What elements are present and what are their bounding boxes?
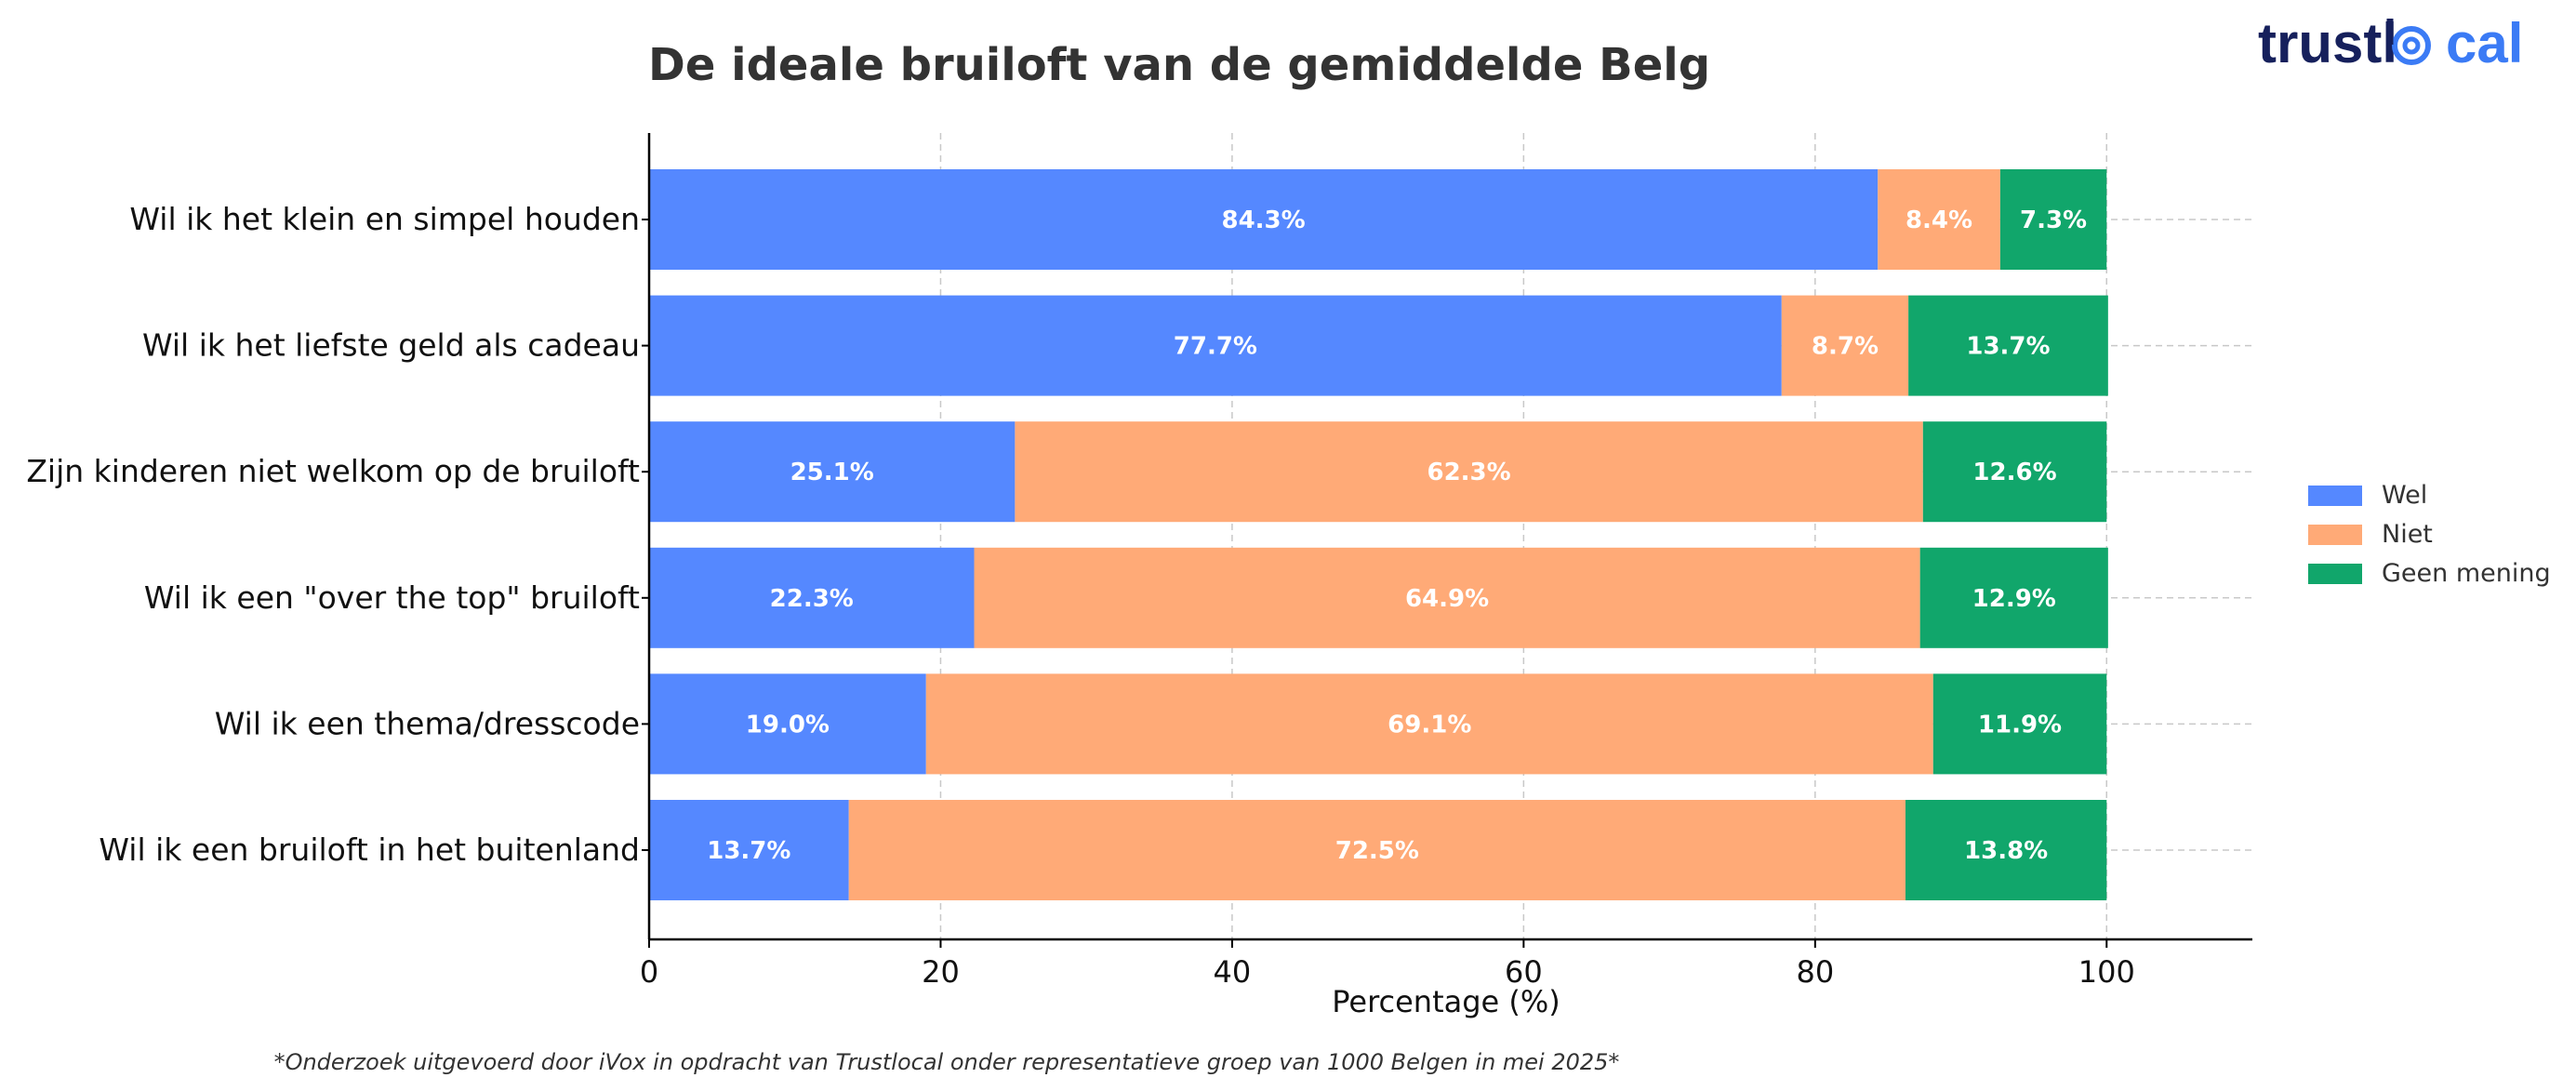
x-tick-label: 80 <box>1796 954 1834 990</box>
category-label: Wil ik een bruiloft in het buitenland <box>99 832 640 868</box>
bar-value-label: 22.3% <box>770 585 854 613</box>
category-label: Wil ik het klein en simpel houden <box>129 201 640 237</box>
bar-value-label: 77.7% <box>1174 333 1257 361</box>
bar-segment <box>1999 169 2107 270</box>
bar-value-label: 64.9% <box>1405 585 1489 613</box>
bar-value-label: 8.7% <box>1812 333 1879 361</box>
category-label: Wil ik een "over the top" bruiloft <box>144 579 640 616</box>
logo-target-icon <box>2386 19 2431 65</box>
bar-segment <box>1919 547 2108 648</box>
bar-segment <box>1922 421 2107 523</box>
x-tick-label: 100 <box>2078 954 2135 990</box>
x-tick-label: 60 <box>1505 954 1543 990</box>
x-axis-ticks: 0 20 40 60 80 100 <box>640 939 2135 990</box>
category-label: Zijn kinderen niet welkom op de bruiloft <box>26 453 640 489</box>
bar-segment <box>1905 800 2107 900</box>
bar-segment <box>1908 295 2108 396</box>
bar-segment <box>1878 169 2000 270</box>
bar-segment <box>649 421 1016 523</box>
bar-value-label: 25.1% <box>790 459 874 486</box>
x-axis-title: Percentage (%) <box>1332 984 1560 1019</box>
footnote: *Onderzoek uitgevoerd door iVox in opdra… <box>274 1049 1620 1075</box>
bar-segment <box>649 295 1782 396</box>
bar-segment <box>1015 421 1923 523</box>
category-label: Wil ik een thema/dresscode <box>215 705 640 741</box>
bar-value-label: 8.4% <box>1905 206 1972 234</box>
bar-value-label: 12.6% <box>1972 459 2056 486</box>
bar-segment <box>925 673 1933 775</box>
bar-value-label: 13.7% <box>707 837 790 865</box>
legend-swatch <box>2308 486 2362 506</box>
legend-swatch <box>2308 564 2362 584</box>
bar-value-labels: 84.3% 8.4% 7.3% 77.7% 8.7% 13.7% 25.1% 62.3% 12.… <box>707 206 2087 865</box>
legend-label: Wel <box>2382 481 2427 510</box>
legend-label: Geen mening <box>2382 559 2551 588</box>
bar-segment <box>1932 673 2107 775</box>
logo-text-dark: trustl <box>2258 12 2397 74</box>
logo-text-blue: cal <box>2446 12 2523 74</box>
bar-segment <box>649 673 926 775</box>
legend-swatch <box>2308 525 2362 545</box>
x-tick-label: 0 <box>640 954 658 990</box>
bar-segment <box>649 547 975 648</box>
bar-segment <box>848 800 1905 900</box>
bar-value-label: 13.7% <box>1966 333 2050 361</box>
axes <box>642 133 2252 941</box>
bar-value-label: 84.3% <box>1222 206 1306 234</box>
bar-value-label: 62.3% <box>1427 459 1510 486</box>
bar-value-label: 19.0% <box>746 711 830 738</box>
bar-value-label: 12.9% <box>1972 585 2056 613</box>
x-tick-label: 20 <box>922 954 960 990</box>
bars <box>649 169 2108 900</box>
x-tick-label: 40 <box>1214 954 1252 990</box>
category-label: Wil ik het liefste geld als cadeau <box>142 327 640 364</box>
bar-value-label: 69.1% <box>1388 711 1471 738</box>
trustlocal-logo: trustl cal <box>2258 12 2523 74</box>
bar-segment <box>1781 295 1909 396</box>
legend-label: Niet <box>2382 520 2433 549</box>
bar-segment <box>649 800 849 900</box>
bar-value-label: 11.9% <box>1978 711 2062 738</box>
bar-value-label: 72.5% <box>1335 837 1419 865</box>
legend: Wel Niet Geen mening <box>2308 481 2551 588</box>
bar-segment <box>649 169 1879 270</box>
bar-value-label: 7.3% <box>2020 206 2087 234</box>
bar-segment <box>974 547 1920 648</box>
chart-title: De ideale bruiloft van de gemiddelde Bel… <box>648 39 1710 91</box>
bar-value-label: 13.8% <box>1964 837 2048 865</box>
category-labels: Wil ik het klein en simpel houden Wil ik … <box>26 201 640 868</box>
